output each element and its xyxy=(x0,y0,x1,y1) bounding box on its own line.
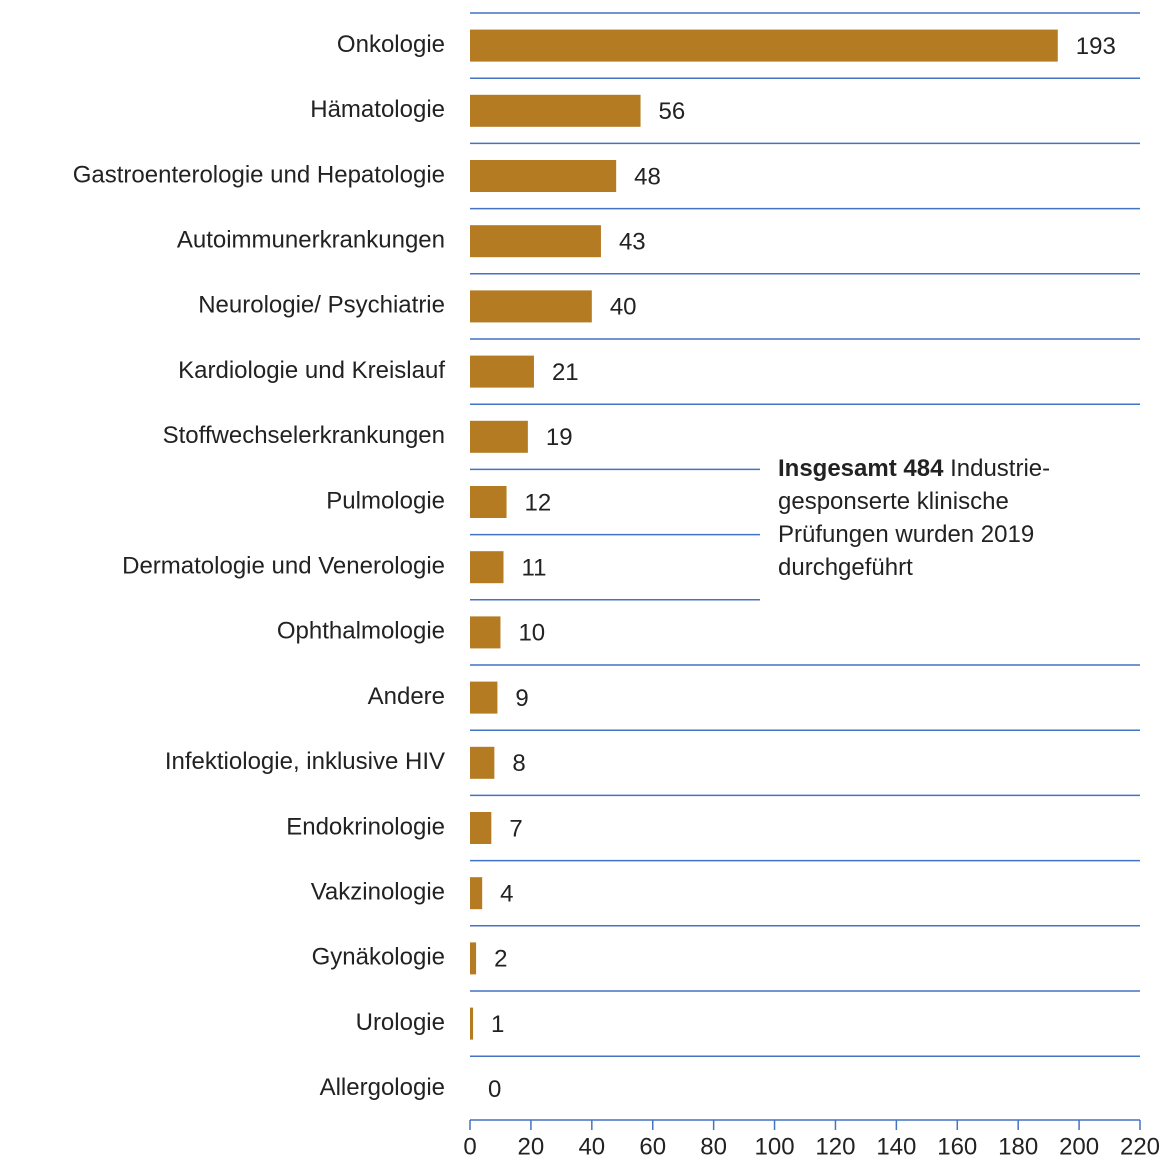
x-tick-label: 20 xyxy=(518,1133,545,1160)
bar xyxy=(470,1007,474,1040)
x-tick-label: 80 xyxy=(700,1133,727,1160)
value-label: 2 xyxy=(494,946,507,973)
bar xyxy=(470,160,617,192)
value-label: 56 xyxy=(659,98,686,125)
category-label: Pulmologie xyxy=(326,487,445,514)
category-label: Ophthalmologie xyxy=(277,618,445,645)
x-tick-label: 0 xyxy=(463,1133,476,1160)
value-label: 8 xyxy=(512,750,525,777)
bar xyxy=(470,290,592,323)
bar xyxy=(470,355,534,388)
x-tick-label: 180 xyxy=(998,1133,1038,1160)
category-label: Kardiologie und Kreislauf xyxy=(178,357,445,384)
value-label: 11 xyxy=(522,555,547,582)
value-label: 21 xyxy=(552,359,579,386)
bar xyxy=(470,486,507,518)
bar xyxy=(470,94,641,127)
x-tick-label: 200 xyxy=(1059,1133,1099,1160)
category-label: Urologie xyxy=(356,1009,445,1036)
value-label: 4 xyxy=(500,881,513,908)
category-label: Gastroenterologie und Hepatologie xyxy=(73,161,445,188)
x-tick-label: 120 xyxy=(815,1133,855,1160)
value-label: 0 xyxy=(488,1076,501,1103)
bar xyxy=(470,877,483,910)
bar xyxy=(470,942,477,975)
value-label: 43 xyxy=(619,229,646,256)
value-label: 12 xyxy=(525,489,552,516)
category-label: Autoimmunerkrankungen xyxy=(177,227,445,254)
value-label: 48 xyxy=(634,163,661,190)
bar xyxy=(470,812,492,844)
x-tick-label: 160 xyxy=(937,1133,977,1160)
category-label: Dermatologie und Venerologie xyxy=(122,553,445,580)
category-label: Vakzinologie xyxy=(311,879,445,906)
x-tick-label: 100 xyxy=(755,1133,795,1160)
x-tick-label: 220 xyxy=(1120,1133,1160,1160)
value-label: 193 xyxy=(1076,33,1116,60)
value-label: 40 xyxy=(610,294,637,321)
bar xyxy=(470,681,498,714)
category-label: Hämatologie xyxy=(310,96,445,123)
value-label: 10 xyxy=(518,620,545,647)
bar xyxy=(470,225,601,258)
x-tick-label: 40 xyxy=(578,1133,605,1160)
annotation: Insgesamt 484 Industrie-gesponserte klin… xyxy=(778,452,1098,584)
annotation-text: Industrie-gesponserte klinische Prüfunge… xyxy=(778,455,1051,581)
value-label: 1 xyxy=(491,1011,504,1038)
value-label: 9 xyxy=(515,685,528,712)
category-label: Stoffwechselerkrankungen xyxy=(163,422,445,449)
x-tick-label: 60 xyxy=(639,1133,666,1160)
value-label: 7 xyxy=(509,815,522,842)
category-label: Onkologie xyxy=(337,31,445,58)
category-label: Gynäkologie xyxy=(312,944,445,971)
annotation-bold: Insgesamt 484 xyxy=(778,455,944,482)
category-label: Endokrinologie xyxy=(286,813,445,840)
bar xyxy=(470,616,501,649)
category-label: Andere xyxy=(368,683,445,710)
bar xyxy=(470,551,504,584)
bar xyxy=(470,746,495,779)
x-tick-label: 140 xyxy=(876,1133,916,1160)
category-label: Infektiologie, inklusive HIV xyxy=(165,748,445,775)
bar xyxy=(470,29,1058,62)
value-label: 19 xyxy=(546,424,573,451)
category-label: Neurologie/ Psychiatrie xyxy=(198,292,445,319)
bar xyxy=(470,420,528,453)
category-label: Allergologie xyxy=(320,1074,445,1101)
